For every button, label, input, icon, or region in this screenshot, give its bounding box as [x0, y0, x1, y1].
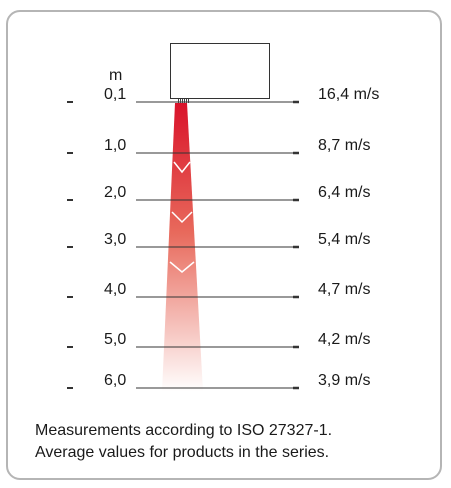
- velocity-value: 4,2 m/s: [318, 331, 371, 348]
- velocity-value: 3,9 m/s: [318, 372, 371, 389]
- velocity-value: 5,4 m/s: [318, 231, 371, 248]
- distance-label: 5,0: [104, 331, 127, 348]
- caption-line-2: Average values for products in the serie…: [35, 444, 330, 461]
- beam-chevron-2: [171, 211, 193, 224]
- measurement-lines: [67, 100, 299, 390]
- velocity-value: 16,4 m/s: [318, 86, 380, 103]
- caption: Measurements according to ISO 27327-1. A…: [35, 420, 332, 464]
- distance-label: 0,1: [104, 86, 127, 103]
- beam-chevron-1: [173, 161, 191, 174]
- distance-label: 6,0: [104, 372, 127, 389]
- distance-label: 2,0: [104, 184, 127, 201]
- velocity-value: 8,7 m/s: [318, 137, 371, 154]
- distance-label: 1,0: [104, 137, 127, 154]
- distance-label: 3,0: [104, 231, 127, 248]
- velocity-value: 4,7 m/s: [318, 281, 371, 298]
- caption-line-1: Measurements according to ISO 27327-1.: [35, 422, 333, 439]
- velocity-value: 6,4 m/s: [318, 184, 371, 201]
- unit-label: m: [109, 67, 123, 84]
- air-curtain-unit: [170, 43, 270, 99]
- beam-chevron-3: [169, 261, 195, 273]
- unit-vent: [178, 99, 190, 103]
- distance-label: 4,0: [104, 281, 127, 298]
